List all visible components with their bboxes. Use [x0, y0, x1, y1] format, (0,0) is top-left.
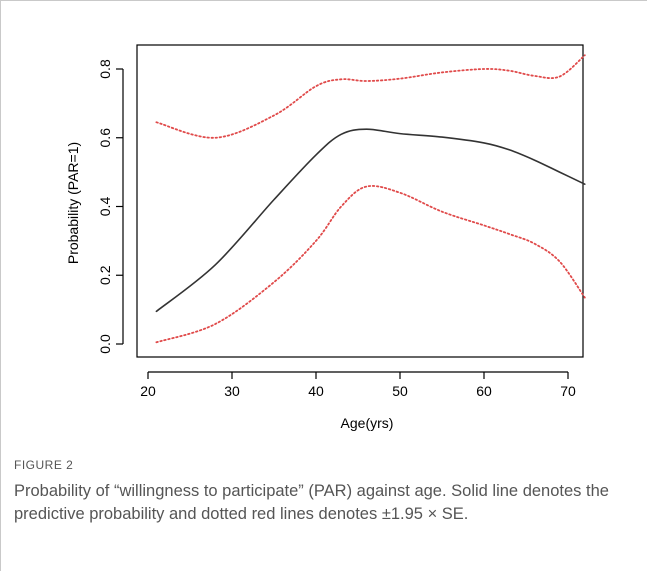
x-tick-label: 40 [308, 383, 324, 399]
lower-bound-line [155, 185, 586, 344]
x-tick-label: 30 [224, 383, 240, 399]
chart: 20 30 40 50 60 70 0.0 0.2 0.4 0.6 0.8 Age(yrs) Pr… [65, 44, 586, 431]
series-layer [155, 54, 586, 344]
x-tick-label: 70 [560, 383, 576, 399]
y-axis: 0.0 0.2 0.4 0.6 0.8 [97, 59, 124, 354]
figure-caption: Probability of “willingness to participa… [14, 482, 609, 523]
x-tick-label: 20 [140, 383, 156, 399]
y-tick-label: 0.6 [97, 128, 113, 148]
y-tick-label: 0.4 [97, 197, 113, 217]
figure-label: FIGURE 2 [14, 458, 74, 472]
y-tick-label: 0.0 [97, 334, 113, 354]
upper-bound-line [155, 54, 586, 139]
x-axis: 20 30 40 50 60 70 [140, 371, 576, 399]
x-tick-label: 50 [392, 383, 408, 399]
x-tick-label: 60 [476, 383, 492, 399]
plot-area-frame [136, 44, 584, 358]
y-tick-label: 0.8 [97, 59, 113, 79]
prediction-line [155, 128, 586, 313]
y-axis-title: Probability (PAR=1) [65, 142, 81, 264]
x-axis-title: Age(yrs) [341, 415, 394, 431]
y-tick-label: 0.2 [97, 265, 113, 285]
